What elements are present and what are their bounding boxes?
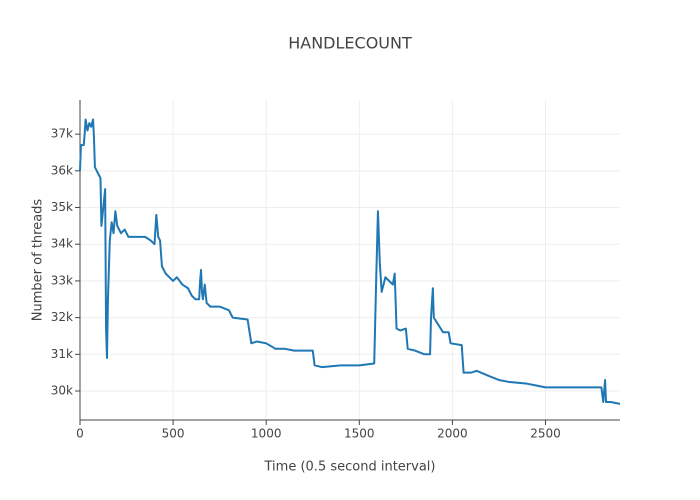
- x-tick-label: 2000: [437, 427, 468, 441]
- y-tick-label: 36k: [51, 163, 73, 177]
- y-tick-label: 31k: [51, 347, 73, 361]
- y-tick-label: 33k: [51, 273, 73, 287]
- chart-title: HANDLECOUNT: [288, 34, 412, 53]
- y-tick-label: 32k: [51, 310, 73, 324]
- x-tick-label: 0: [76, 427, 84, 441]
- y-tick-label: 30k: [51, 384, 73, 398]
- x-tick-label: 1500: [344, 427, 375, 441]
- y-tick-label: 34k: [51, 237, 73, 251]
- y-tick-label: 37k: [51, 127, 73, 141]
- x-tick-label: 1000: [251, 427, 282, 441]
- x-axis-title: Time (0.5 second interval): [264, 460, 436, 475]
- x-tick-label: 500: [162, 427, 185, 441]
- y-axis-title: Number of threads: [31, 199, 46, 322]
- data-line: [79, 118, 621, 405]
- y-tick-label: 35k: [51, 200, 73, 214]
- x-tick-label: 2500: [530, 427, 561, 441]
